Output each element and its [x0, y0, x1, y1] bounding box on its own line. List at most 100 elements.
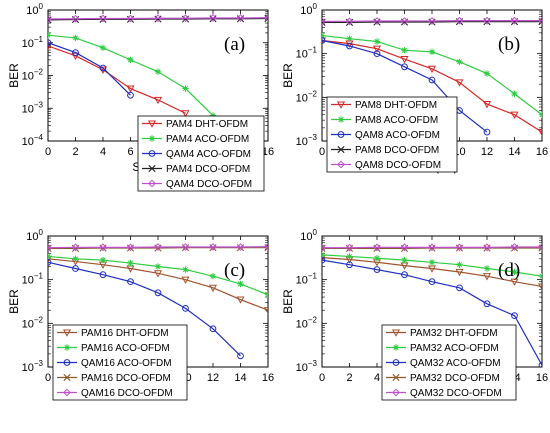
data-point — [400, 56, 409, 64]
series-line-0 — [48, 258, 268, 311]
data-point — [373, 17, 381, 25]
legend-entry: PAM4 DCO-OFDM — [166, 164, 250, 175]
data-point — [126, 85, 135, 93]
series-line-4 — [322, 246, 542, 249]
data-point — [99, 64, 107, 72]
y-tick-label: 10−3 — [22, 359, 44, 374]
y-axis-label: BER — [7, 63, 21, 88]
data-point — [400, 17, 409, 25]
y-axis-label: BER — [281, 63, 295, 88]
series-line-4 — [48, 246, 268, 249]
x-tick-label: 4 — [374, 372, 380, 384]
data-point — [401, 63, 408, 71]
x-tick-label: 0 — [319, 146, 325, 158]
data-point — [373, 243, 381, 252]
legend-marker — [63, 344, 71, 351]
data-point — [372, 45, 382, 53]
data-point — [322, 243, 326, 252]
series-layer — [322, 16, 542, 137]
legend-marker — [392, 373, 400, 382]
data-point — [48, 255, 53, 264]
data-point — [209, 112, 217, 119]
data-point — [456, 284, 463, 292]
legend-entry: PAM8 DHT-OFDM — [355, 100, 437, 111]
data-point — [373, 38, 381, 45]
panel-1: 10−310−210−11000246810121416SNR (dB)BER(… — [281, 2, 548, 174]
data-point — [48, 39, 52, 47]
x-tick-label: 16 — [262, 372, 274, 384]
y-tick-label: 10−2 — [296, 315, 318, 330]
data-point — [71, 243, 80, 252]
data-point — [428, 76, 436, 84]
legend-entry: QAM16 DCO-OFDM — [81, 388, 173, 399]
panel-2: 10−310−210−11000246810121416SNR (dB)BER(… — [7, 228, 274, 401]
legend: PAM4 DHT-OFDM PAM4 ACO-OFDM QAM4 ACO-OFDM P… — [137, 115, 265, 192]
legend-entry: QAM4 DCO-OFDM — [166, 179, 252, 190]
data-point — [511, 268, 518, 276]
x-tick-label: 0 — [45, 146, 51, 158]
legend: PAM16 DHT-OFDM PAM16 ACO-OFDM QAM16 ACO-OF… — [52, 324, 188, 401]
x-tick-label: 16 — [262, 146, 274, 158]
x-tick-label: 14 — [508, 146, 520, 158]
y-axis-label: BER — [7, 289, 21, 314]
series-line-2 — [48, 261, 241, 357]
data-point — [99, 256, 107, 264]
data-point — [346, 35, 353, 42]
data-point — [428, 17, 436, 25]
data-point — [483, 243, 491, 252]
data-point — [48, 42, 53, 51]
data-point — [482, 273, 492, 281]
panel-label: (d) — [498, 260, 520, 281]
data-point — [263, 307, 268, 315]
data-point — [72, 34, 79, 42]
legend-entry: PAM32 DHT-OFDM — [410, 328, 498, 339]
legend-marker — [392, 388, 400, 397]
x-tick-label: 16 — [536, 146, 548, 158]
data-point — [237, 280, 244, 288]
y-tick-label: 10−2 — [22, 315, 44, 330]
legend-marker — [391, 329, 401, 337]
data-point — [483, 70, 491, 77]
data-point — [264, 13, 268, 22]
y-tick-label: 10−1 — [22, 272, 44, 287]
legend-entry: PAM4 DHT-OFDM — [166, 119, 248, 130]
data-point — [373, 266, 381, 273]
legend-entry: PAM16 ACO-OFDM — [81, 343, 170, 354]
data-point — [401, 256, 408, 264]
data-point — [209, 325, 217, 333]
data-point — [538, 243, 542, 251]
data-point — [537, 129, 542, 137]
legend-marker — [62, 329, 72, 337]
y-tick-label: 10−3 — [296, 359, 318, 374]
legend-marker — [148, 179, 156, 188]
panel-0: 10−410−310−210−11000246810121416SNR (dB)… — [7, 2, 274, 192]
data-point — [72, 255, 79, 263]
data-point — [154, 243, 162, 251]
legend-entry: PAM32 ACO-OFDM — [410, 343, 499, 354]
data-point — [455, 268, 464, 277]
x-tick-label: 2 — [346, 372, 352, 384]
legend-entry: QAM32 DCO-OFDM — [410, 388, 502, 399]
series-line-4 — [322, 20, 542, 22]
data-point — [483, 128, 491, 136]
data-point — [71, 14, 80, 23]
data-point — [482, 101, 492, 109]
data-point — [153, 96, 163, 105]
data-point — [236, 14, 245, 22]
series-line-2 — [322, 259, 542, 366]
panel-label: (a) — [224, 34, 245, 55]
data-point — [48, 243, 52, 252]
x-tick-label: 12 — [481, 146, 493, 158]
legend-entry: PAM16 DHT-OFDM — [81, 328, 169, 339]
data-point — [72, 265, 79, 272]
y-tick-label: 100 — [26, 2, 43, 17]
y-tick-label: 10−3 — [296, 133, 318, 148]
legend-marker — [63, 388, 71, 397]
legend-marker — [392, 359, 400, 366]
data-point — [209, 14, 217, 22]
y-tick-label: 10−1 — [296, 272, 318, 287]
data-point — [538, 273, 542, 280]
data-point — [72, 49, 79, 56]
series-layer — [322, 243, 542, 367]
